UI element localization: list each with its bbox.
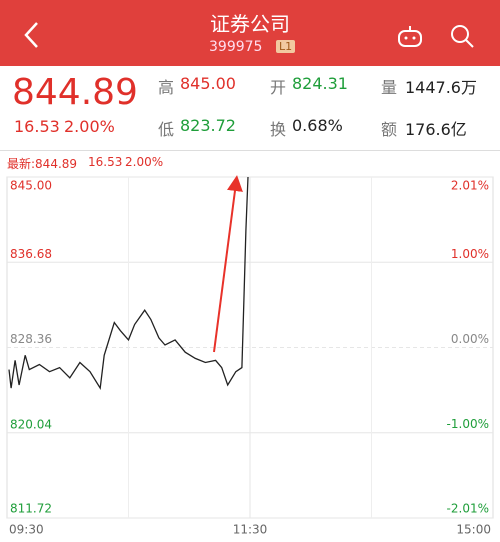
y-tick-label: 811.72 (10, 502, 52, 516)
x-tick-label: 15:00 (456, 523, 491, 537)
stat-value: 0.68% (292, 116, 343, 135)
latest-change: 16.53 (88, 155, 123, 169)
stat-value: 176.6亿 (405, 120, 467, 139)
back-button[interactable] (22, 20, 42, 50)
stock-code: 399975 (209, 39, 263, 55)
stat-label: 换 (270, 120, 287, 139)
y-tick-label: 820.04 (10, 417, 52, 431)
change: 16.53 (14, 117, 60, 136)
stat-label: 低 (158, 120, 175, 139)
y2-tick-label: -2.01% (447, 502, 489, 516)
stat-label: 量 (381, 78, 398, 97)
search-icon[interactable] (448, 22, 476, 50)
price-line (8, 176, 249, 391)
level-badge: L1 (276, 40, 296, 53)
header-bar (0, 0, 500, 66)
latest-price: 最新:844.89 (7, 157, 78, 171)
percent: 2.00% (64, 117, 115, 136)
stat-value: 823.72 (180, 116, 236, 135)
stat-label: 高 (158, 78, 175, 97)
y2-tick-label: 0.00% (451, 332, 489, 346)
divider (0, 150, 500, 151)
y-tick-label: 828.36 (10, 332, 52, 346)
y2-tick-label: -1.00% (447, 417, 489, 431)
y-tick-label: 836.68 (10, 247, 52, 261)
y2-tick-label: 1.00% (451, 247, 489, 261)
x-tick-label: 11:30 (233, 523, 268, 537)
title: 证券公司 (210, 12, 290, 36)
stat-label: 开 (270, 78, 287, 97)
y2-tick-label: 2.01% (451, 179, 489, 193)
stat-value: 845.00 (180, 74, 236, 93)
stat-value: 1447.6万 (405, 78, 477, 97)
robot-icon[interactable] (396, 24, 424, 48)
price: 844.89 (12, 72, 138, 113)
stat-value: 824.31 (292, 74, 348, 93)
y-tick-label: 845.00 (10, 179, 52, 193)
stat-label: 额 (381, 120, 398, 139)
annotation-arrow (213, 175, 243, 353)
x-tick-label: 09:30 (9, 523, 44, 537)
latest-percent: 2.00% (125, 155, 164, 169)
